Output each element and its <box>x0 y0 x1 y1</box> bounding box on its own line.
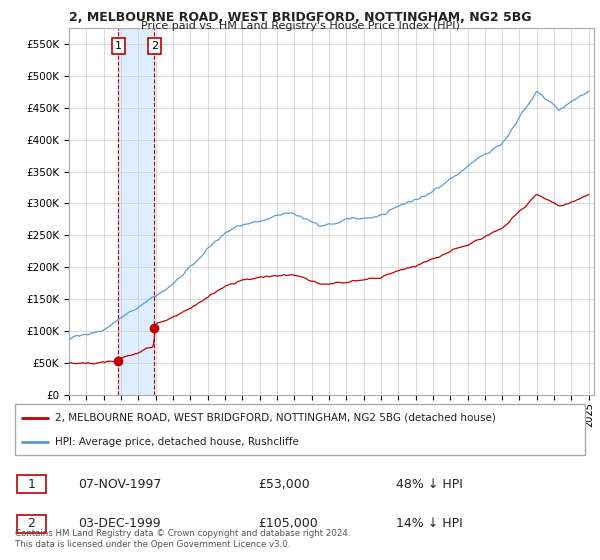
Text: £105,000: £105,000 <box>258 517 318 530</box>
Bar <box>118 28 154 395</box>
FancyBboxPatch shape <box>17 515 46 533</box>
Text: 14% ↓ HPI: 14% ↓ HPI <box>396 517 463 530</box>
Text: £53,000: £53,000 <box>258 478 310 491</box>
Text: 07-NOV-1997: 07-NOV-1997 <box>78 478 161 491</box>
Text: 2, MELBOURNE ROAD, WEST BRIDGFORD, NOTTINGHAM, NG2 5BG: 2, MELBOURNE ROAD, WEST BRIDGFORD, NOTTI… <box>69 11 531 24</box>
FancyBboxPatch shape <box>15 404 585 455</box>
Text: 1: 1 <box>28 478 35 491</box>
Text: 2: 2 <box>28 517 35 530</box>
Text: 2, MELBOURNE ROAD, WEST BRIDGFORD, NOTTINGHAM, NG2 5BG (detached house): 2, MELBOURNE ROAD, WEST BRIDGFORD, NOTTI… <box>55 413 496 423</box>
Text: HPI: Average price, detached house, Rushcliffe: HPI: Average price, detached house, Rush… <box>55 436 299 446</box>
Text: 1: 1 <box>115 41 122 51</box>
FancyBboxPatch shape <box>17 475 46 493</box>
Text: Contains HM Land Registry data © Crown copyright and database right 2024.
This d: Contains HM Land Registry data © Crown c… <box>15 529 350 549</box>
Text: 03-DEC-1999: 03-DEC-1999 <box>78 517 161 530</box>
Text: Price paid vs. HM Land Registry's House Price Index (HPI): Price paid vs. HM Land Registry's House … <box>140 21 460 31</box>
Text: 48% ↓ HPI: 48% ↓ HPI <box>396 478 463 491</box>
Text: 2: 2 <box>151 41 158 51</box>
